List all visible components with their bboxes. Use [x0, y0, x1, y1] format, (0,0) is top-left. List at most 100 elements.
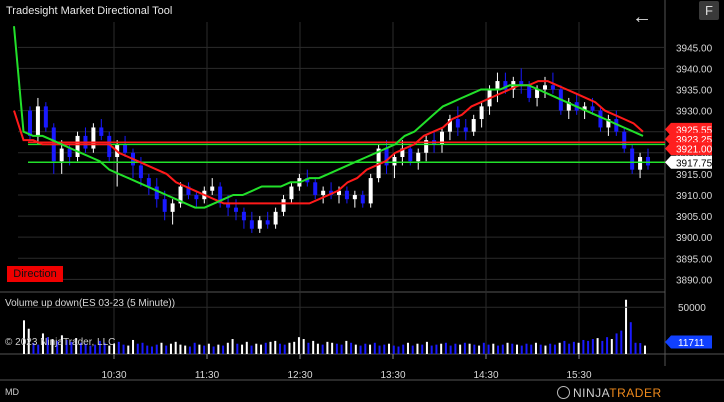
volume-bar [435, 344, 438, 354]
volume-bar [591, 339, 594, 354]
volume-bar [392, 345, 395, 354]
candle-body [384, 148, 389, 166]
volume-bar [430, 345, 433, 354]
f-button[interactable]: F [699, 1, 719, 20]
volume-bar [468, 343, 471, 354]
volume-bar [577, 342, 580, 354]
red-trend-line [13, 80, 644, 205]
candle-body [638, 157, 643, 170]
price-label-bg [665, 142, 712, 156]
candle-body [59, 148, 64, 162]
candle-body [178, 186, 183, 204]
price-tick-label: 3905.00 [676, 212, 713, 223]
volume-bar [278, 343, 281, 354]
candle-body [368, 178, 373, 204]
candle-body [241, 211, 246, 221]
volume-bar [516, 344, 519, 354]
volume-current-label-bg [665, 335, 712, 349]
volume-bar [321, 344, 324, 354]
brand-logo: NINJATRADER [557, 386, 662, 400]
volume-bar [459, 344, 462, 354]
volume-bar [644, 345, 646, 354]
price-label-text: 3917.75 [676, 158, 713, 169]
candle-body [614, 119, 619, 132]
volume-bar [544, 345, 547, 354]
candle-body [503, 81, 508, 90]
candle-body [67, 148, 72, 157]
volume-bar [75, 338, 78, 354]
volume-bar [188, 346, 191, 354]
candle-body [447, 119, 452, 132]
candle-body [107, 135, 112, 157]
candle-body [273, 211, 278, 225]
volume-tick-label: 50000 [678, 303, 706, 314]
volume-bar [250, 345, 253, 354]
volume-bar [51, 339, 54, 354]
volume-bar [207, 343, 210, 354]
direction-badge[interactable]: Direction [7, 266, 63, 282]
volume-bar [113, 343, 116, 354]
volume-bar [37, 344, 40, 354]
volume-bar [549, 343, 552, 354]
price-tick-label: 3910.00 [676, 191, 713, 202]
volume-bar [383, 344, 386, 354]
volume-bar [587, 340, 590, 354]
candle-body [344, 190, 349, 200]
volume-bar [198, 344, 201, 354]
volume-bar [103, 342, 106, 354]
volume-bar [359, 345, 362, 354]
volume-bar [141, 342, 144, 354]
volume-bar [169, 343, 172, 354]
volume-bar [136, 343, 139, 354]
volume-bar [606, 337, 609, 354]
volume-bar [146, 345, 149, 354]
volume-bar [615, 333, 618, 354]
price-tick-label: 3940.00 [676, 64, 713, 75]
volume-bar [245, 341, 248, 354]
back-arrow-icon[interactable]: ← [632, 6, 652, 28]
volume-bar [388, 343, 391, 354]
candle-body [218, 186, 223, 204]
candle-body [400, 148, 405, 157]
ninjatrader-logo-icon [557, 386, 570, 399]
price-label: 3917.75 [665, 155, 713, 169]
brand-prefix: NINJA [573, 386, 610, 400]
candle-body [138, 165, 143, 179]
volume-bar [150, 346, 153, 354]
candle-body [550, 85, 555, 90]
time-tick-label: 13:30 [380, 370, 405, 381]
candle-body [479, 106, 484, 120]
volume-bar [165, 345, 168, 354]
price-label: 3921.00 [665, 142, 713, 156]
candle-body [543, 85, 547, 90]
volume-bar [425, 341, 428, 354]
volume-bar [160, 342, 163, 354]
candle-body [440, 131, 444, 145]
price-tick-label: 3915.00 [676, 170, 713, 181]
volume-bar [539, 344, 542, 354]
candle-body [606, 119, 611, 128]
time-tick-label: 11:30 [195, 370, 220, 381]
candle-body [257, 220, 262, 229]
volume-bar [473, 344, 476, 354]
volume-bar [89, 345, 92, 354]
volume-bar [421, 344, 424, 354]
time-tick-label: 15:30 [566, 370, 591, 381]
volume-bar [406, 342, 409, 354]
volume-bar [117, 341, 120, 354]
volume-bar [482, 342, 485, 354]
volume-bar [639, 343, 642, 354]
volume-bar [260, 344, 263, 354]
volume-bar [449, 345, 452, 354]
candle-body [352, 194, 357, 200]
candle-body [455, 119, 460, 128]
volume-bar [553, 344, 556, 354]
brand-suffix: TRADER [609, 386, 662, 400]
candle-body [590, 106, 595, 111]
candle-body [123, 144, 128, 153]
candle-body [392, 157, 397, 166]
candle-body [210, 186, 215, 191]
volume-bar [241, 344, 244, 354]
volume-bar [179, 344, 182, 354]
candle-body [360, 194, 365, 204]
